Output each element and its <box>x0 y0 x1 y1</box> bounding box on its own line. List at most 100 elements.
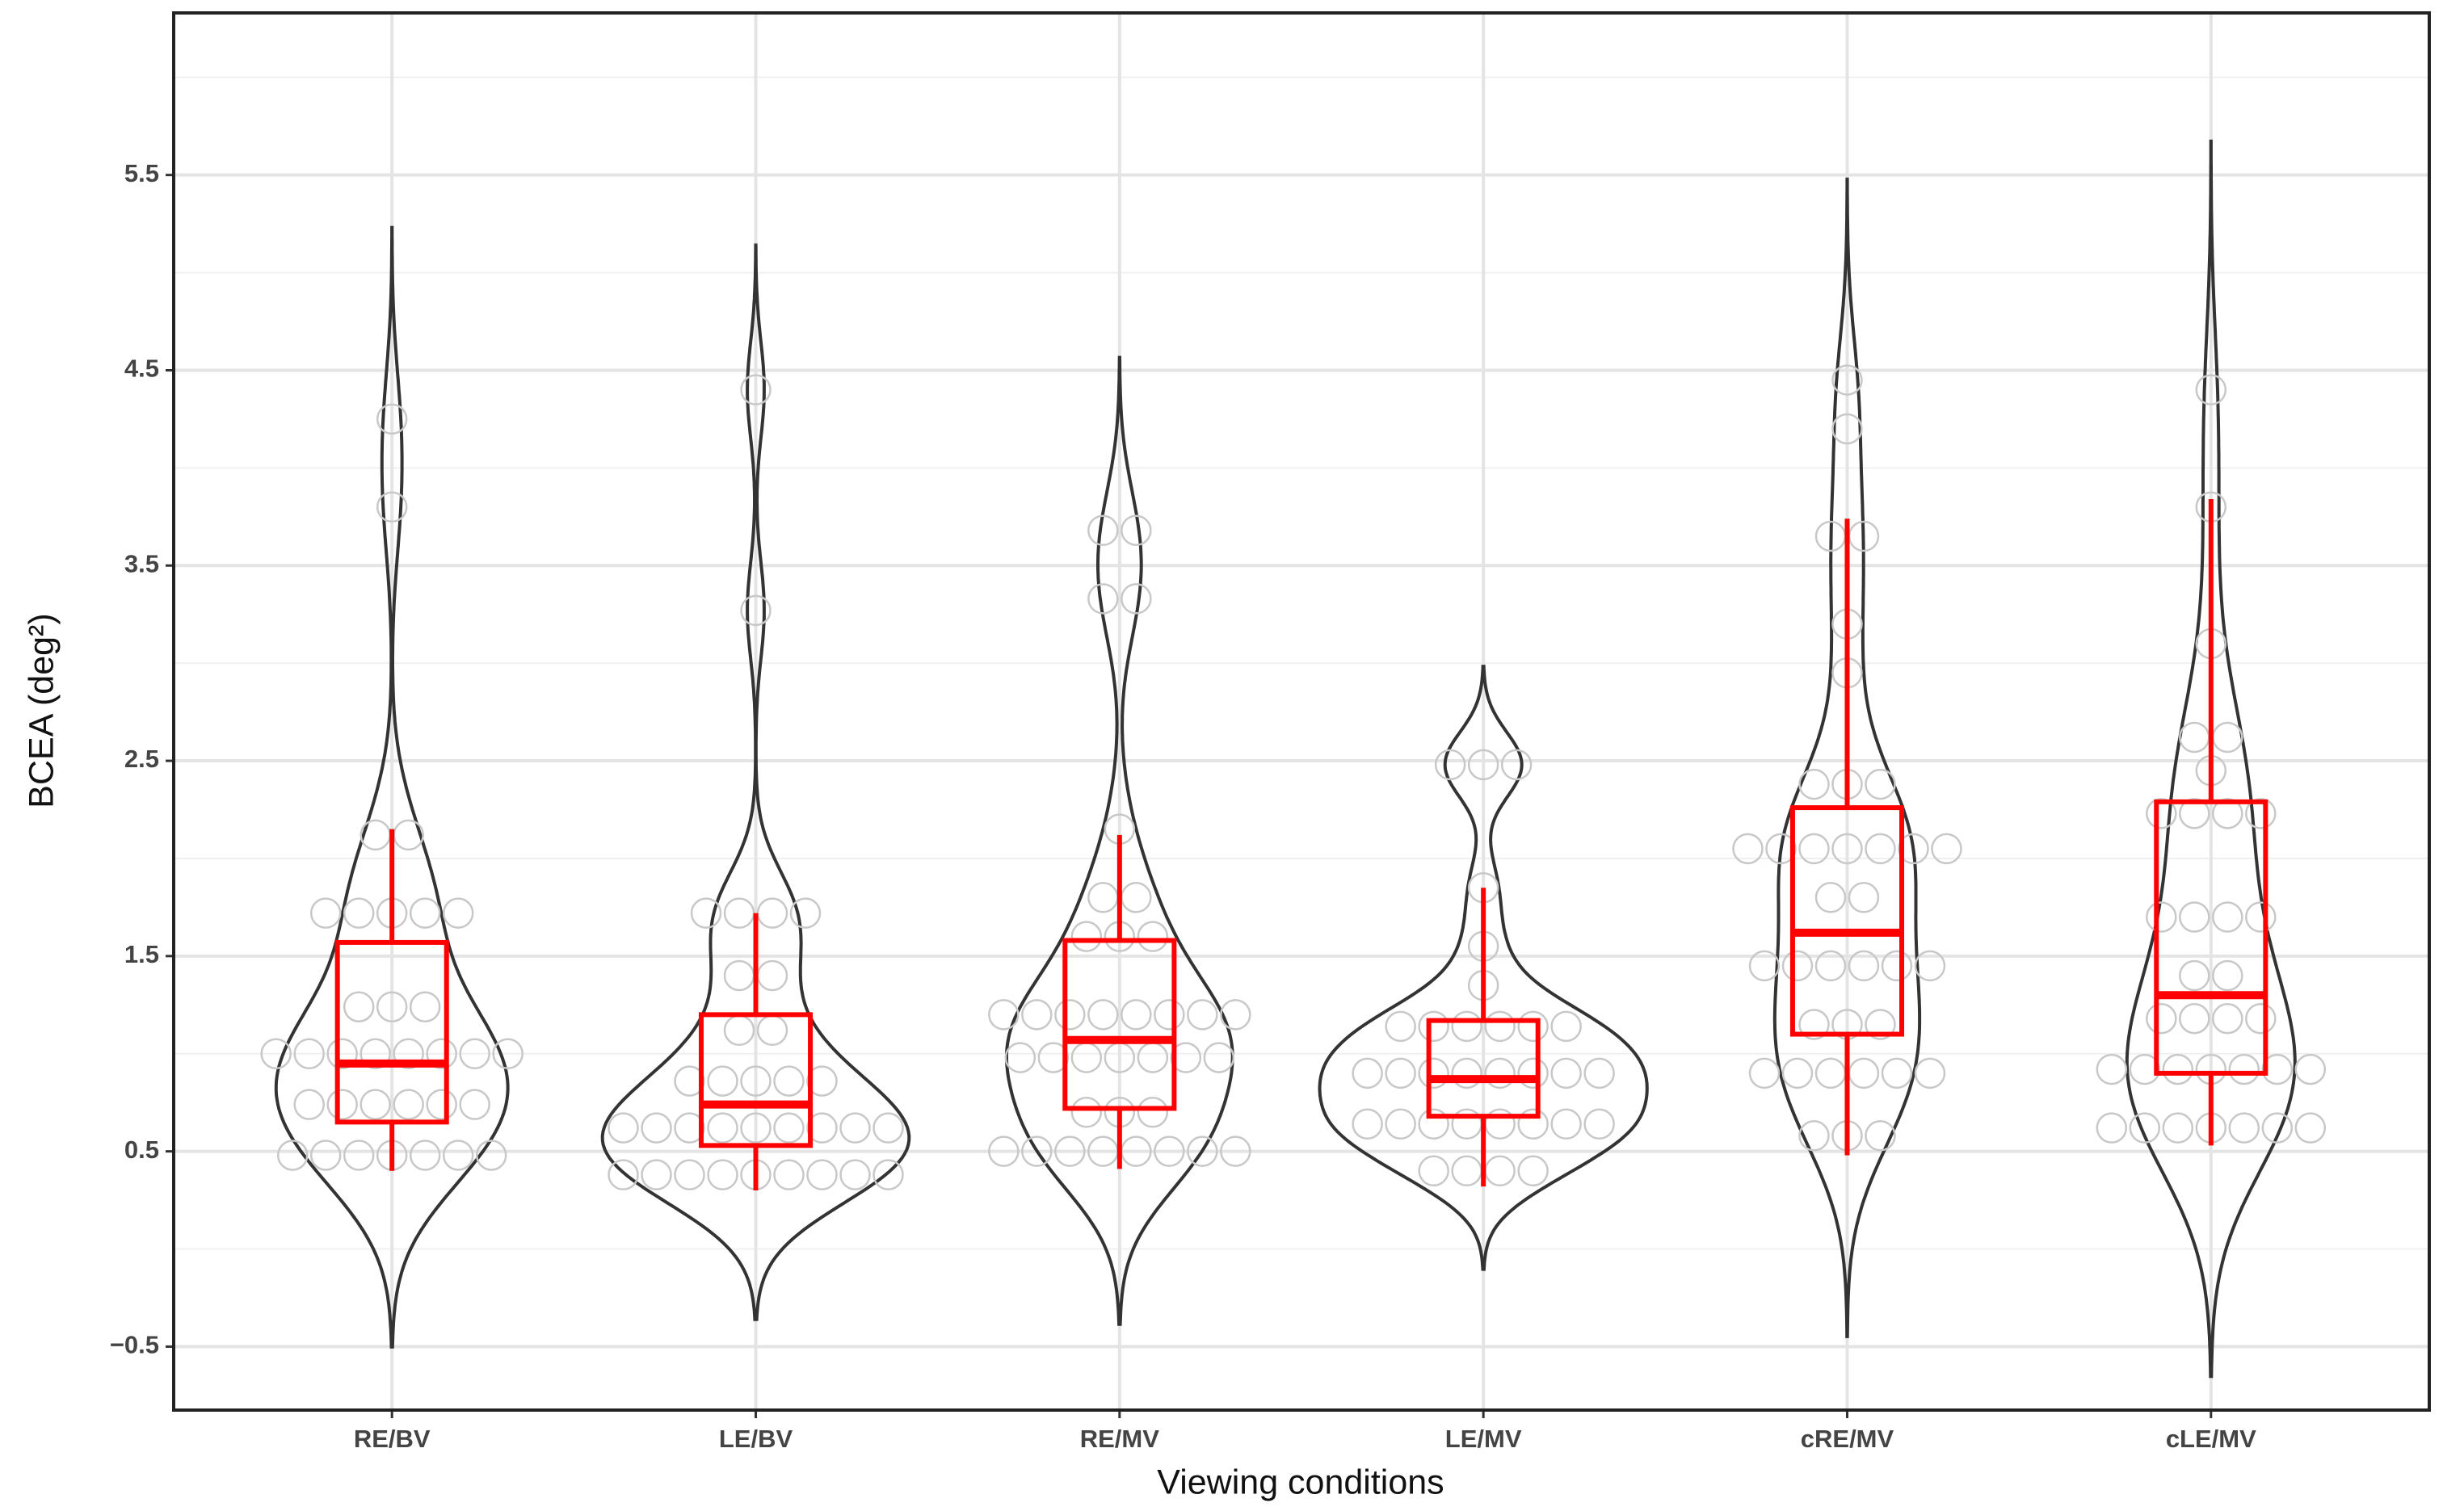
data-point <box>1070 1042 1103 1073</box>
data-point <box>326 1089 358 1120</box>
data-point <box>2294 1053 2327 1085</box>
data-point <box>1914 950 1946 982</box>
data-point <box>1154 999 1185 1031</box>
data-point <box>1187 1135 1218 1167</box>
data-point <box>442 1140 474 1171</box>
data-point <box>1914 1057 1946 1089</box>
data-point <box>773 1159 805 1190</box>
x-tick-label: RE/BV <box>354 1425 431 1453</box>
data-point <box>1865 1009 1896 1040</box>
data-point <box>1814 950 1847 982</box>
data-point <box>2261 1112 2294 1144</box>
data-point <box>2129 1112 2161 1144</box>
data-point <box>309 897 342 929</box>
data-point <box>2146 798 2177 829</box>
data-point <box>872 1159 904 1190</box>
data-point <box>773 1065 805 1097</box>
data-point <box>756 959 788 992</box>
data-point <box>442 897 474 929</box>
box <box>1789 805 1905 1037</box>
data-point <box>806 1112 838 1144</box>
data-point <box>2294 1112 2327 1144</box>
data-point <box>1418 1155 1449 1187</box>
data-point <box>1781 950 1814 982</box>
data-point <box>1848 1057 1880 1089</box>
box <box>334 939 449 1125</box>
data-point <box>2179 959 2210 992</box>
data-point <box>1550 1057 1582 1089</box>
data-point <box>1220 999 1251 1031</box>
y-tick-label: 1.5 <box>124 940 159 968</box>
data-point <box>1500 749 1533 781</box>
data-point <box>2179 798 2210 829</box>
data-point <box>1881 1057 1913 1089</box>
data-point <box>2245 1002 2277 1035</box>
box <box>2154 799 2268 1076</box>
x-tick-label: LE/MV <box>1445 1425 1522 1453</box>
data-point <box>2212 721 2243 754</box>
data-point <box>1848 950 1880 982</box>
data-point <box>1137 921 1169 952</box>
panel-border <box>172 11 2431 1412</box>
x-tick-label: LE/BV <box>719 1425 793 1453</box>
data-point <box>1418 1010 1449 1043</box>
y-tick-label: −0.5 <box>110 1331 159 1359</box>
data-point <box>376 991 408 1022</box>
data-point <box>1798 833 1830 865</box>
data-point <box>1517 1108 1549 1140</box>
data-point <box>839 1112 871 1144</box>
data-point <box>1467 749 1499 781</box>
data-point <box>740 374 772 405</box>
data-point <box>426 1089 457 1120</box>
data-point <box>2179 721 2210 754</box>
data-point <box>2162 1112 2194 1144</box>
data-point <box>1021 999 1053 1031</box>
data-point <box>343 991 375 1022</box>
data-point <box>1037 1042 1070 1073</box>
y-tick-label: 4.5 <box>124 355 159 383</box>
data-point <box>1418 1108 1449 1140</box>
data-point <box>1352 1057 1383 1089</box>
data-point <box>1484 1155 1516 1187</box>
data-point <box>740 1065 772 1097</box>
data-point <box>1121 882 1152 913</box>
data-point <box>276 1140 309 1171</box>
data-point <box>1814 882 1847 913</box>
data-point <box>1087 882 1119 913</box>
y-tick-label: 2.5 <box>124 745 159 773</box>
data-point <box>2245 901 2277 933</box>
data-point <box>1517 1155 1549 1187</box>
data-point <box>1748 950 1781 982</box>
data-point <box>393 1089 424 1120</box>
data-point <box>988 999 1020 1031</box>
data-point <box>326 1038 358 1069</box>
data-point <box>806 1159 838 1190</box>
data-point <box>1798 768 1830 800</box>
data-point <box>2245 798 2277 829</box>
data-point <box>360 1038 391 1069</box>
data-point <box>1931 833 1962 865</box>
data-point <box>839 1159 871 1190</box>
data-point <box>2261 1053 2294 1085</box>
data-point <box>376 403 408 435</box>
violin <box>274 225 510 1349</box>
data-point <box>376 491 408 523</box>
data-point <box>1831 364 1863 396</box>
data-point <box>1385 1108 1416 1140</box>
x-axis-title: Viewing conditions <box>1157 1463 1444 1501</box>
data-point <box>1881 950 1913 982</box>
data-point <box>459 1089 490 1120</box>
data-point <box>756 897 788 929</box>
data-point <box>2228 1053 2260 1085</box>
data-point <box>343 897 375 929</box>
data-point <box>723 959 755 992</box>
data-point <box>1187 999 1218 1031</box>
data-point <box>492 1038 523 1069</box>
y-tick-label: 5.5 <box>124 159 159 187</box>
violin <box>1772 177 1922 1338</box>
data-point <box>1831 833 1863 865</box>
data-point <box>293 1089 325 1120</box>
data-point <box>343 1140 375 1171</box>
data-point <box>2096 1112 2128 1144</box>
data-point <box>2146 901 2177 933</box>
